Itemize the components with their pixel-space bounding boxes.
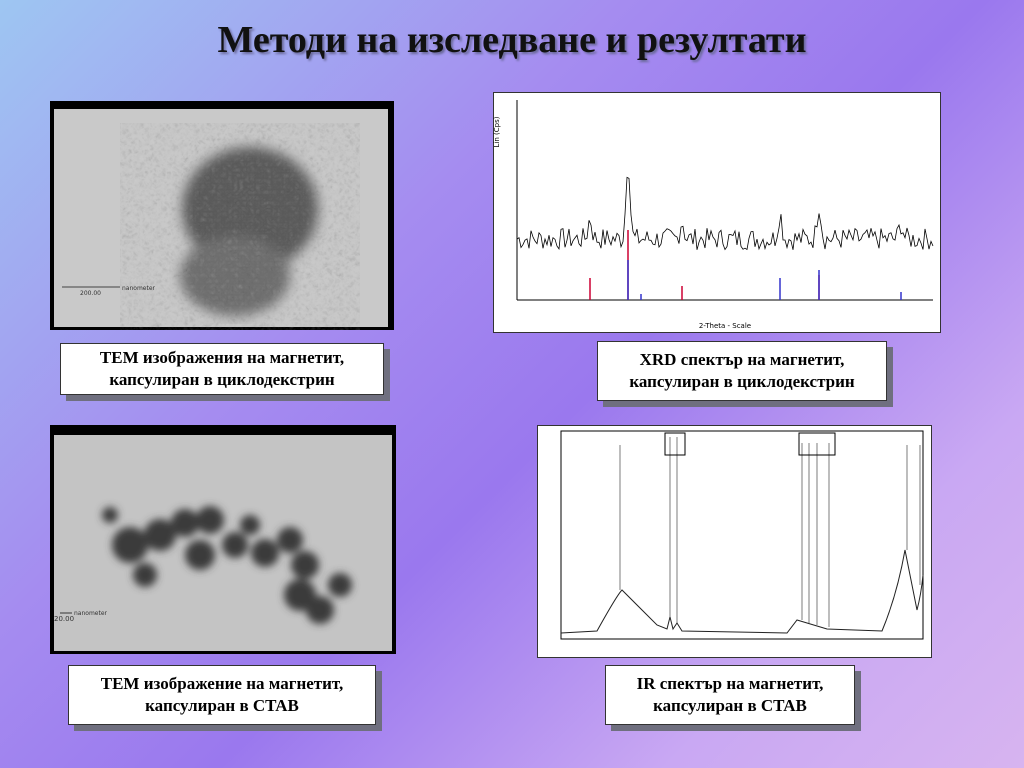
caption-line: капсулиран в циклодекстрин: [629, 372, 855, 391]
tem-image-2: nanometer 20.00: [50, 425, 396, 654]
caption-box: ТЕМ изображение на магнетит, капсулиран …: [68, 665, 376, 725]
caption-box: XRD спектър на магнетит, капсулиран в ци…: [597, 341, 887, 401]
xrd-trace: [516, 176, 934, 251]
caption-line: ТЕМ изображения на магнетит,: [99, 348, 345, 367]
caption-line: капсулиран в CTAB: [145, 696, 299, 715]
slide-title: Методи на изследване и резултати: [217, 19, 807, 61]
scale-label: 200.00: [80, 290, 101, 297]
ir-spectrum: [537, 425, 932, 658]
x-axis-label: 2-Theta - Scale: [699, 322, 751, 330]
scale-unit: nanometer: [74, 610, 108, 617]
caption-line: капсулиран в CTAB: [653, 696, 807, 715]
scale-unit: nanometer: [122, 285, 156, 292]
caption-line: капсулиран в циклодекстрин: [109, 370, 335, 389]
y-axis-label: Lin (Cps): [493, 116, 501, 147]
caption-line: ТЕМ изображение на магнетит,: [100, 674, 344, 693]
tem-image-1: nanometer 200.00: [50, 101, 394, 330]
caption-box: IR спектър на магнетит, капсулиран в CTA…: [605, 665, 855, 725]
caption-box: ТЕМ изображения на магнетит, капсулиран …: [60, 343, 384, 395]
caption-line: XRD спектър на магнетит,: [639, 350, 845, 369]
xrd-spectrum: Lin (Cps) 2-Theta - Scale: [493, 92, 941, 333]
caption-line: IR спектър на магнетит,: [636, 674, 824, 693]
scale-label: 20.00: [54, 615, 74, 623]
